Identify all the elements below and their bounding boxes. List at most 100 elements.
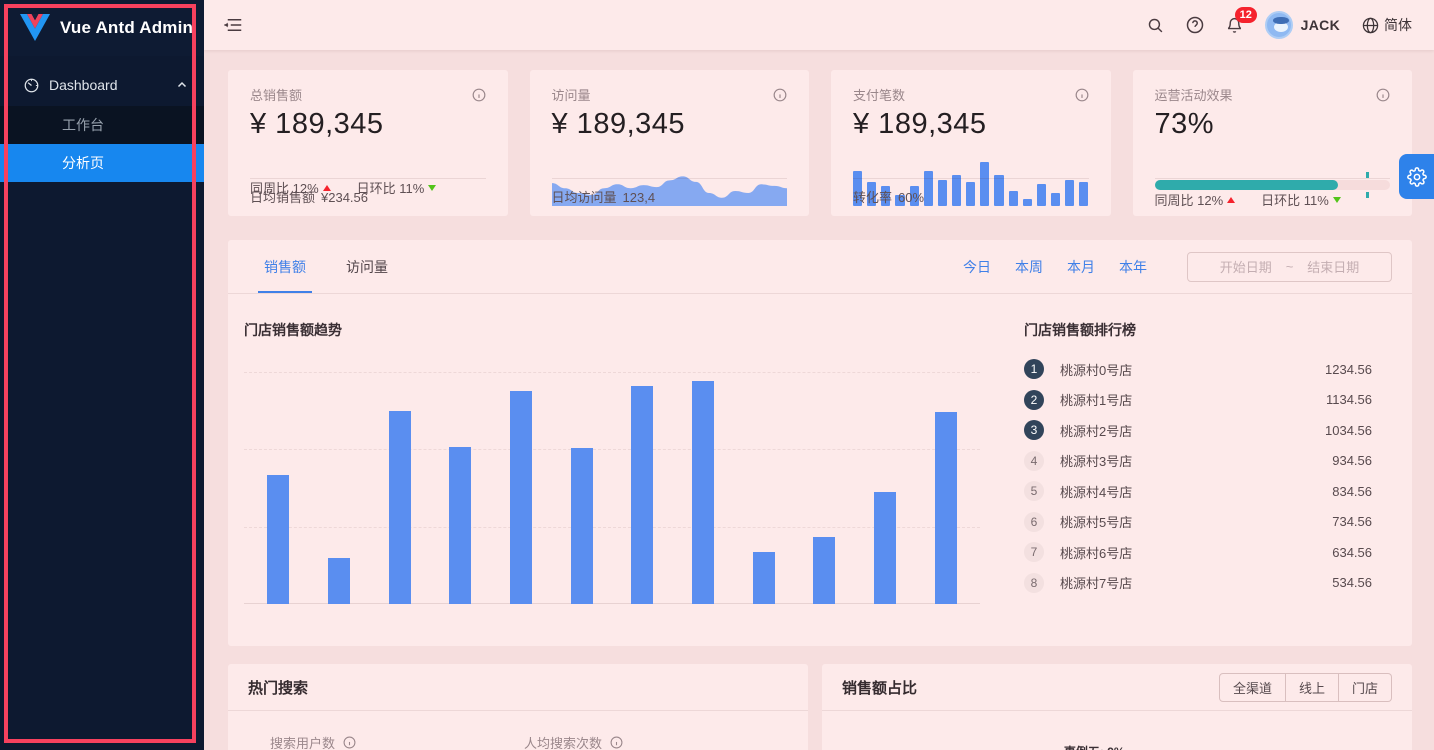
tab-访问量[interactable]: 访问量 [346,258,388,275]
info-icon[interactable] [1075,88,1089,102]
mini-bar [1050,192,1061,206]
rank-badge: 7 [1024,542,1044,563]
arrow-up-icon [322,184,331,191]
menu-fold-icon[interactable] [224,17,242,33]
metric-label: 人均搜索次数 [524,736,603,750]
ranking-row: 8 桃源村7号店 534.56 [1024,568,1372,599]
store-name: 桃源村0号店 [1060,362,1133,378]
top-header: 12 JACK 简体 [204,0,1434,50]
sales-bar [691,381,714,604]
card-footer: 日均销售额 ¥234.56 [250,187,368,206]
chart-title: 门店销售额趋势 [244,322,342,338]
store-name: 桃源村2号店 [1060,423,1133,439]
metric-label: 搜索用户数 [270,736,336,750]
card-title: 总销售额 [250,88,303,103]
gridline [244,449,980,451]
sidebar-subitem-工作台[interactable]: 工作台 [0,106,204,144]
sales-bar [327,558,350,604]
help-icon[interactable] [1186,16,1204,34]
card-value: ¥ 189,345 [853,108,987,140]
notifications-bell-icon[interactable]: 12 [1226,7,1257,34]
filter-link-本年[interactable]: 本年 [1119,258,1147,275]
visits-mini-area-chart [551,176,787,206]
arrow-down-icon [428,184,437,191]
store-sales-value: 734.56 [1332,514,1372,530]
date-start-placeholder: 开始日期 [1219,260,1272,275]
mini-bar [1022,199,1032,206]
mini-bar [994,175,1004,206]
store-sales-value: 534.56 [1332,575,1372,591]
divider [853,178,1089,179]
sales-bar [267,475,290,604]
sales-trend-bar-chart [244,372,980,604]
store-name: 桃源村3号店 [1060,454,1133,470]
metric-search-per-user: 人均搜索次数 2.7 71.2 [524,733,778,750]
sales-bar [449,447,472,604]
footer-value: ¥234.56 [321,190,369,205]
info-icon[interactable] [472,88,486,102]
user-menu[interactable]: JACK [1264,11,1340,39]
ranking-row: 5 桃源村4号店 834.56 [1024,476,1372,507]
progress-target-marker [1366,192,1370,198]
sidebar-menu: Dashboard 工作台 分析页 [0,64,204,182]
globe-icon [1362,17,1379,33]
panel-title: 销售额占比 [842,679,918,697]
panel-body: 门店销售额趋势 门店销售额排行榜 1 桃源村0号店 1234.56 2 桃源村1号店 11… [228,294,1412,646]
footer-value: 123,4 [622,190,656,205]
mini-bar [951,175,962,206]
rank-badge: 6 [1024,511,1044,532]
date-range-picker[interactable]: 开始日期 ~ 结束日期 [1187,251,1392,282]
segment-button-全渠道[interactable]: 全渠道 [1218,672,1286,702]
mini-bar [937,179,947,206]
sidebar-subitem-分析页[interactable]: 分析页 [0,144,204,182]
arrow-up-icon [1227,196,1236,203]
campaign-progress-bar [1154,172,1390,198]
store-name: 桃源村7号店 [1060,576,1133,592]
info-icon[interactable] [1376,88,1390,102]
card-value: 73% [1154,108,1215,140]
channel-segmented-control: 全渠道 线上 门店 [1218,672,1392,702]
date-end-placeholder: 结束日期 [1307,260,1360,275]
sidebar: Vue Antd Admin Dashboard 工作台 分析页 [0,0,204,750]
store-sales-value: 934.56 [1332,453,1372,469]
sidebar-item-label: Dashboard [49,77,118,93]
card-title: 访问量 [551,88,591,103]
sales-bar [570,447,593,604]
stat-card-payments: 支付笔数 ¥ 189,345 转化率 60% [831,70,1111,216]
segment-button-线上[interactable]: 线上 [1285,672,1339,702]
card-value: ¥ 189,345 [250,108,384,140]
stat-card-campaign-effect: 运营活动效果 73% [1132,70,1412,216]
app-title: Vue Antd Admin [60,18,194,37]
filter-link-本周[interactable]: 本周 [1015,258,1043,275]
tab-销售额[interactable]: 销售额 [258,240,312,293]
sidebar-item-dashboard[interactable]: Dashboard [0,64,204,106]
search-icon[interactable] [1147,17,1164,34]
info-icon[interactable] [773,88,787,102]
store-name: 桃源村1号店 [1060,393,1133,409]
ranking-title: 门店销售额排行榜 [1024,322,1136,338]
avatar [1264,11,1293,39]
info-icon[interactable] [343,736,356,749]
language-switcher[interactable]: 简体 [1362,15,1412,35]
segment-button-门店[interactable]: 门店 [1338,672,1392,702]
store-name: 桃源村4号店 [1060,484,1133,500]
store-name: 桃源村6号店 [1060,545,1133,561]
settings-fab-button[interactable] [1399,154,1434,199]
filter-link-今日[interactable]: 今日 [963,258,991,275]
mini-bar [1065,179,1075,206]
card-title: 运营活动效果 [1154,88,1233,103]
sidebar-submenu: 工作台 分析页 [0,106,204,182]
pie-slice-label: 事例五: 9% [1064,743,1143,750]
hot-search-panel: 热门搜索 搜索用户数 12321 [228,664,808,750]
trend-row: 同周比 12% 日环比 11% [1155,190,1341,209]
gear-icon [1406,166,1427,187]
filter-link-本月[interactable]: 本月 [1067,258,1095,275]
info-icon[interactable] [610,736,623,749]
main-column: 12 JACK 简体 [204,0,1434,750]
mini-bar [966,181,976,206]
stat-cards-row: 总销售额 ¥ 189,345 同周比 12% 日环比 11% 日均销售额 ¥234.… [228,70,1412,216]
logo-row[interactable]: Vue Antd Admin [0,0,204,56]
sales-ranking-section: 门店销售额排行榜 1 桃源村0号店 1234.56 2 桃源村1号店 1134.56 3 桃源… [1024,316,1372,604]
hot-search-body: 搜索用户数 12321 71.2 [228,711,808,750]
language-label: 简体 [1384,17,1412,33]
